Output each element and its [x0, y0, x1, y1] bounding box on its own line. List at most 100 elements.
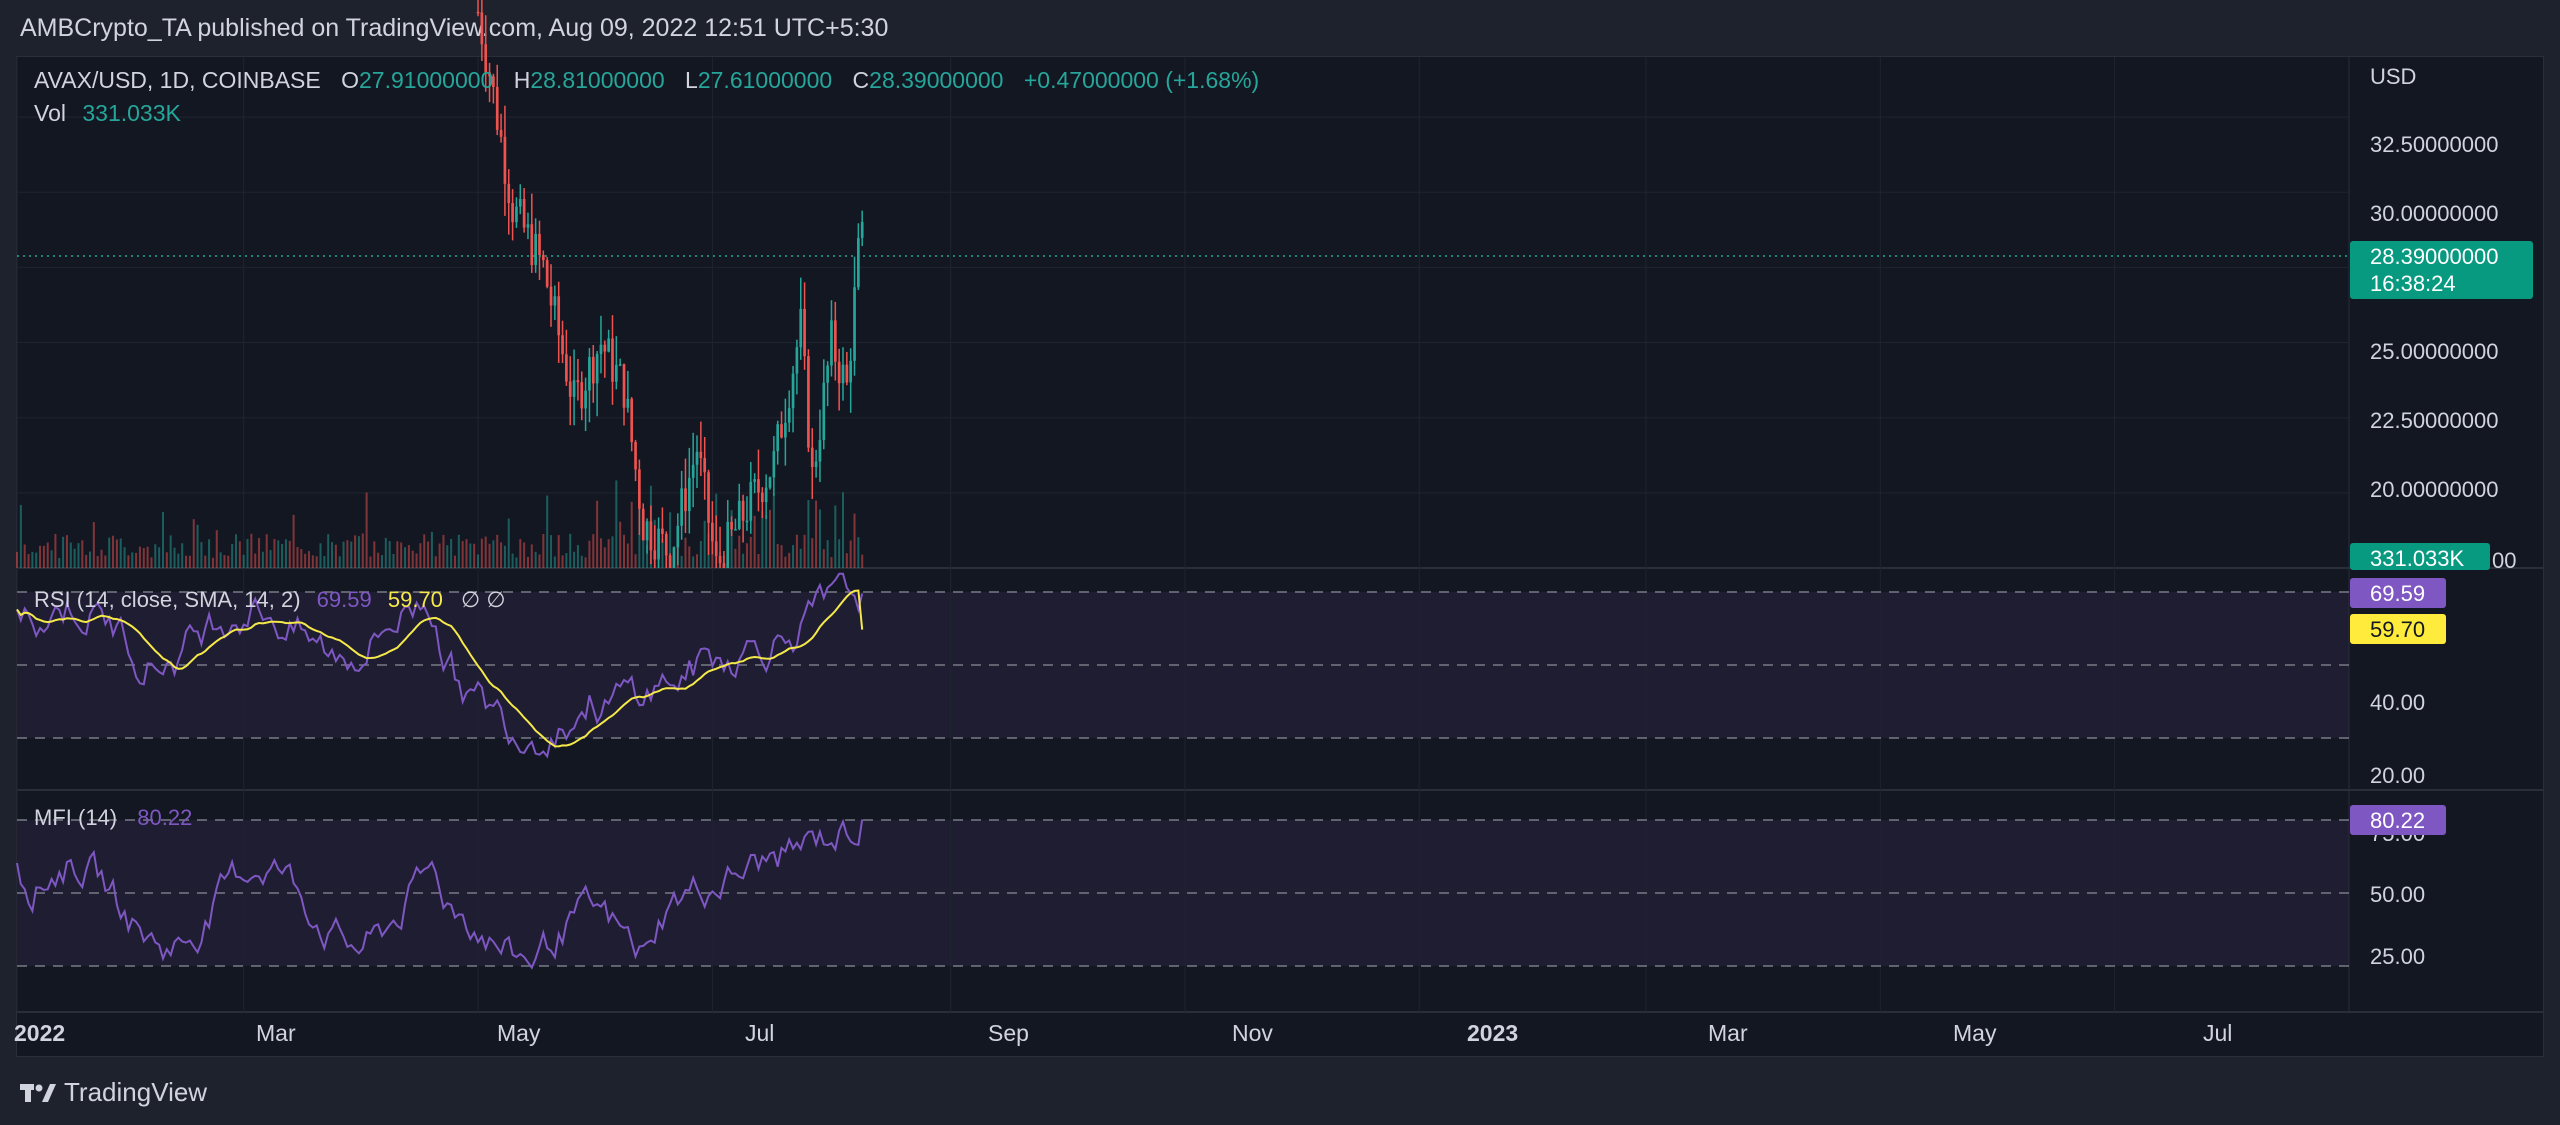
volume-bar [204, 555, 207, 568]
publish-info: AMBCrypto_TA published on TradingView.co… [20, 14, 889, 42]
candle-body [649, 521, 653, 551]
volume-bar [46, 542, 49, 568]
price-tick-zero: 00 [2492, 548, 2516, 573]
candle-body [680, 488, 683, 526]
volume-bar [573, 551, 576, 568]
price-tick-label: 30.00000000 [2370, 201, 2498, 226]
candle-body [676, 525, 680, 548]
volume-bar [453, 555, 456, 568]
volume-bar [112, 535, 115, 568]
legend-symbol: AVAX/USD, 1D, COINBASE [34, 67, 321, 93]
volume-bar [127, 555, 130, 568]
volume-bar [450, 538, 453, 568]
volume-bar [484, 536, 487, 568]
chart-area[interactable] [16, 56, 2544, 1057]
volume-bar [242, 554, 245, 568]
volume-bars [16, 480, 864, 568]
volume-bar [596, 500, 599, 568]
volume-bar [258, 538, 261, 568]
volume-bar [438, 543, 441, 568]
volume-bar [703, 520, 706, 568]
volume-bar [338, 556, 341, 568]
volume-bar [354, 535, 357, 568]
volume-bar [315, 556, 318, 568]
volume-bar [215, 530, 218, 568]
legend-vol-value: 331.033K [82, 100, 181, 126]
volume-bar [281, 543, 284, 568]
publish-header: AMBCrypto_TA published on TradingView.co… [0, 0, 2560, 56]
candle-body [691, 464, 695, 478]
legend-low-label: L [685, 67, 698, 93]
mfi-band [17, 820, 2349, 966]
volume-bar [607, 539, 610, 568]
volume-bar [273, 538, 276, 568]
volume-bar [138, 546, 141, 568]
rsi-band [17, 592, 2349, 738]
candle-body [784, 422, 787, 438]
mfi-label: MFI (14) [34, 805, 117, 830]
candle-body [584, 390, 587, 409]
countdown-timer: 16:38:24 [2370, 271, 2456, 296]
volume-bar [642, 521, 645, 568]
volume-bar [511, 553, 514, 568]
candle-body [837, 361, 841, 384]
volume-bar [39, 545, 42, 568]
price-axis-currency: USD [2370, 64, 2416, 89]
candle-body [707, 472, 710, 523]
volume-bar [826, 540, 829, 568]
volume-bar [16, 551, 18, 568]
time-axis-label: Nov [1232, 1020, 1273, 1046]
volume-bar [96, 555, 99, 568]
volume-bar [853, 513, 856, 568]
volume-bar [415, 553, 418, 568]
volume-bar [684, 537, 687, 568]
volume-bar [523, 542, 526, 568]
volume-bar [296, 546, 299, 568]
candle-body [737, 500, 741, 530]
candle-body [488, 72, 491, 77]
volume-bar [211, 557, 214, 568]
candle-body [734, 529, 737, 531]
volume-bar [530, 544, 533, 568]
volume-bar [419, 543, 422, 568]
candle-body [830, 320, 833, 366]
rsi-legend-sma: 59.70 [388, 587, 443, 612]
volume-bar [807, 500, 810, 568]
volume-bar [699, 541, 702, 568]
candle-body [599, 344, 603, 354]
volume-bar [630, 501, 633, 568]
candle-body [603, 344, 607, 352]
volume-bar [442, 534, 445, 568]
candle-body [822, 382, 826, 441]
volume-bar [250, 533, 253, 568]
volume-bar [477, 554, 480, 568]
candle-body [657, 528, 660, 560]
time-axis-label: Jul [745, 1020, 774, 1046]
candle-body [768, 477, 772, 488]
volume-bar [334, 544, 337, 568]
candle-body [503, 136, 507, 184]
volume-bar [342, 541, 345, 568]
volume-bar [469, 543, 472, 568]
volume-bar [327, 534, 330, 568]
candle-body [714, 541, 718, 556]
rsi-tick-label: 40.00 [2370, 690, 2425, 715]
volume-bar [365, 492, 368, 568]
candle-body [749, 481, 753, 521]
volume-bar [753, 515, 756, 568]
volume-bar [108, 537, 111, 568]
candle-body [591, 356, 595, 384]
candle-body [745, 520, 749, 523]
volume-bar [565, 553, 568, 568]
candle-body [515, 206, 518, 223]
volume-bar [142, 548, 145, 568]
volume-bar [23, 544, 26, 568]
legend-close-value: 28.39000000 [869, 67, 1003, 93]
candle-body [492, 76, 495, 88]
volume-bar [165, 552, 168, 568]
volume-bar [404, 547, 407, 568]
volume-bar [803, 534, 806, 568]
tradingview-logo[interactable]: TradingView [20, 1077, 207, 1108]
volume-bar [92, 522, 95, 568]
